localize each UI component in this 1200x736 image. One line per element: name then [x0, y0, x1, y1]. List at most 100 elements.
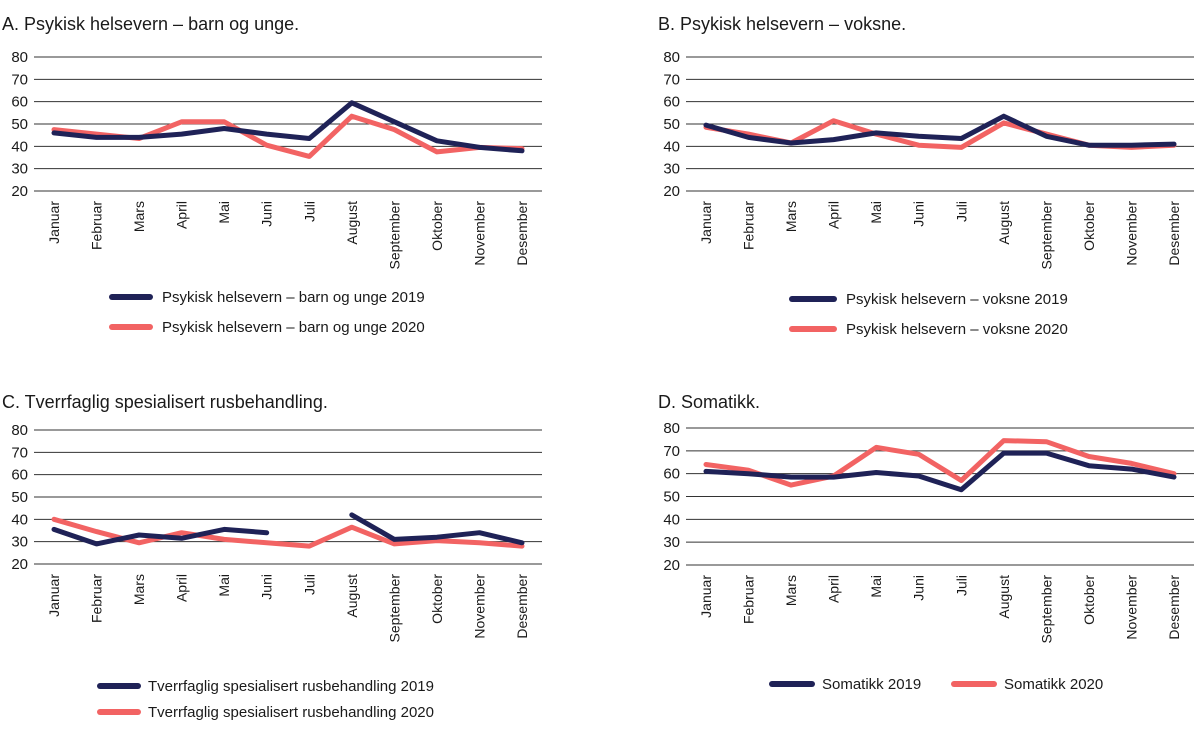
y-tick-label: 50 — [11, 489, 28, 506]
x-tick-label: Mars — [783, 575, 799, 606]
series-line-2019 — [703, 450, 1177, 493]
x-tick-label: Februar — [89, 201, 105, 250]
y-tick-label: 20 — [11, 556, 28, 573]
x-tick-label: September — [386, 201, 402, 270]
x-tick-label: Januar — [698, 201, 714, 244]
y-tick-label: 30 — [11, 534, 28, 551]
x-tick-label: Juni — [911, 575, 927, 601]
y-tick-label: 80 — [663, 49, 680, 66]
y-tick-label: 50 — [663, 489, 680, 506]
y-tick-label: 50 — [11, 116, 28, 133]
y-tick-label: 40 — [11, 511, 28, 528]
x-tick-label: Juni — [259, 574, 275, 600]
x-tick-label: Juli — [953, 201, 969, 222]
y-tick-label: 20 — [663, 183, 680, 200]
x-tick-label: August — [996, 575, 1012, 619]
x-tick-label: Oktober — [1081, 575, 1097, 625]
y-tick-label: 30 — [663, 534, 680, 551]
y-tick-label: 80 — [663, 420, 680, 437]
x-tick-label: Juli — [301, 574, 317, 595]
y-tick-label: 50 — [663, 116, 680, 133]
legend-label: Psykisk helsevern – voksne 2019 — [846, 291, 1068, 308]
chart-svg: 80 70 60 50 40 30 20 Januar Februar Mars April Mai J… — [11, 49, 542, 336]
y-tick-label: 70 — [11, 71, 28, 88]
chart-title: B. Psykisk helsevern – voksne. — [658, 14, 907, 34]
x-tick-label: Februar — [89, 574, 105, 623]
gridlines — [686, 427, 1194, 566]
chart-svg: 80 70 60 50 40 30 20 Januar Februar Mars April Mai J… — [11, 422, 542, 721]
x-tick-label: Juli — [301, 201, 317, 222]
x-tick-label: Februar — [741, 575, 757, 624]
x-tick-label: Mars — [783, 201, 799, 232]
series-line-2019 — [51, 100, 525, 154]
x-tick-label: November — [1123, 575, 1139, 640]
x-tick-label: Mai — [868, 201, 884, 224]
x-tick-label: Juni — [259, 201, 275, 227]
legend-label: Psykisk helsevern – barn og unge 2020 — [162, 319, 425, 336]
chart-svg: 80 70 60 50 40 30 20 Januar Februar Mars April Mai J… — [663, 420, 1194, 693]
y-tick-label: 60 — [11, 467, 28, 484]
y-tick-label: 20 — [663, 557, 680, 574]
x-tick-label: August — [996, 201, 1012, 245]
x-tick-label: November — [471, 574, 487, 639]
series-line-2020 — [51, 516, 525, 549]
chart-panel-c: C. Tverrfaglig spesialisert rusbehandlin… — [0, 374, 600, 736]
x-tick-label: Desember — [514, 201, 530, 266]
legend-label: Psykisk helsevern – barn og unge 2019 — [162, 289, 425, 306]
x-tick-label: April — [826, 575, 842, 603]
legend-label: Tverrfaglig spesialisert rusbehandling 2… — [148, 704, 434, 721]
legend-label: Psykisk helsevern – voksne 2020 — [846, 321, 1068, 338]
series-line-2019 — [703, 113, 1177, 148]
x-tick-label: April — [174, 574, 190, 602]
chart-title: D. Somatikk. — [658, 392, 761, 412]
x-tick-label: Oktober — [429, 201, 445, 251]
x-tick-label: Juni — [911, 201, 927, 227]
x-tick-label: Oktober — [1081, 201, 1097, 251]
x-tick-label: September — [1038, 575, 1054, 644]
legend-label: Tverrfaglig spesialisert rusbehandling 2… — [148, 678, 434, 695]
chart-title: A. Psykisk helsevern – barn og unge. — [2, 14, 300, 34]
x-tick-label: Januar — [46, 201, 62, 244]
x-tick-label: Mai — [216, 574, 232, 597]
y-tick-label: 20 — [11, 183, 28, 200]
x-tick-label: November — [471, 201, 487, 266]
y-tick-label: 80 — [11, 422, 28, 439]
x-tick-label: Januar — [698, 575, 714, 618]
x-tick-label: November — [1123, 201, 1139, 266]
x-tick-label: Mars — [131, 574, 147, 605]
series-line-2020 — [703, 438, 1177, 488]
gridlines — [686, 56, 1194, 192]
x-tick-label: August — [344, 574, 360, 618]
chart-panel-b: B. Psykisk helsevern – voksne. 80 70 60 50 40… — [600, 0, 1200, 374]
y-tick-label: 60 — [11, 94, 28, 111]
x-tick-label: Januar — [46, 574, 62, 617]
x-tick-label: September — [1038, 201, 1054, 270]
legend-label: Somatikk 2020 — [1004, 676, 1103, 693]
y-tick-label: 60 — [663, 94, 680, 111]
x-tick-label: April — [826, 201, 842, 229]
series-line-2019 — [51, 526, 270, 547]
x-tick-label: September — [386, 574, 402, 643]
chart-panel-a: A. Psykisk helsevern – barn og unge. 80 70… — [0, 0, 600, 374]
y-tick-label: 70 — [663, 71, 680, 88]
x-tick-label: Desember — [514, 574, 530, 639]
x-tick-label: April — [174, 201, 190, 229]
series-line-2019 — [349, 512, 525, 546]
x-tick-label: Mars — [131, 201, 147, 232]
x-tick-label: Juli — [953, 575, 969, 596]
y-tick-label: 40 — [663, 511, 680, 528]
y-tick-label: 30 — [663, 161, 680, 178]
chart-svg: 80 70 60 50 40 30 20 Januar Februar Mars April Mai J… — [663, 49, 1194, 338]
chart-title: C. Tverrfaglig spesialisert rusbehandlin… — [2, 392, 328, 412]
x-tick-label: Mai — [868, 575, 884, 598]
y-tick-label: 80 — [11, 49, 28, 66]
y-tick-label: 30 — [11, 161, 28, 178]
x-tick-label: August — [344, 201, 360, 245]
x-tick-label: Oktober — [429, 574, 445, 624]
x-tick-label: Desember — [1166, 575, 1182, 640]
x-tick-label: Mai — [216, 201, 232, 224]
y-tick-label: 40 — [11, 138, 28, 155]
y-tick-label: 70 — [663, 443, 680, 460]
y-tick-label: 60 — [663, 466, 680, 483]
legend-label: Somatikk 2019 — [822, 676, 921, 693]
